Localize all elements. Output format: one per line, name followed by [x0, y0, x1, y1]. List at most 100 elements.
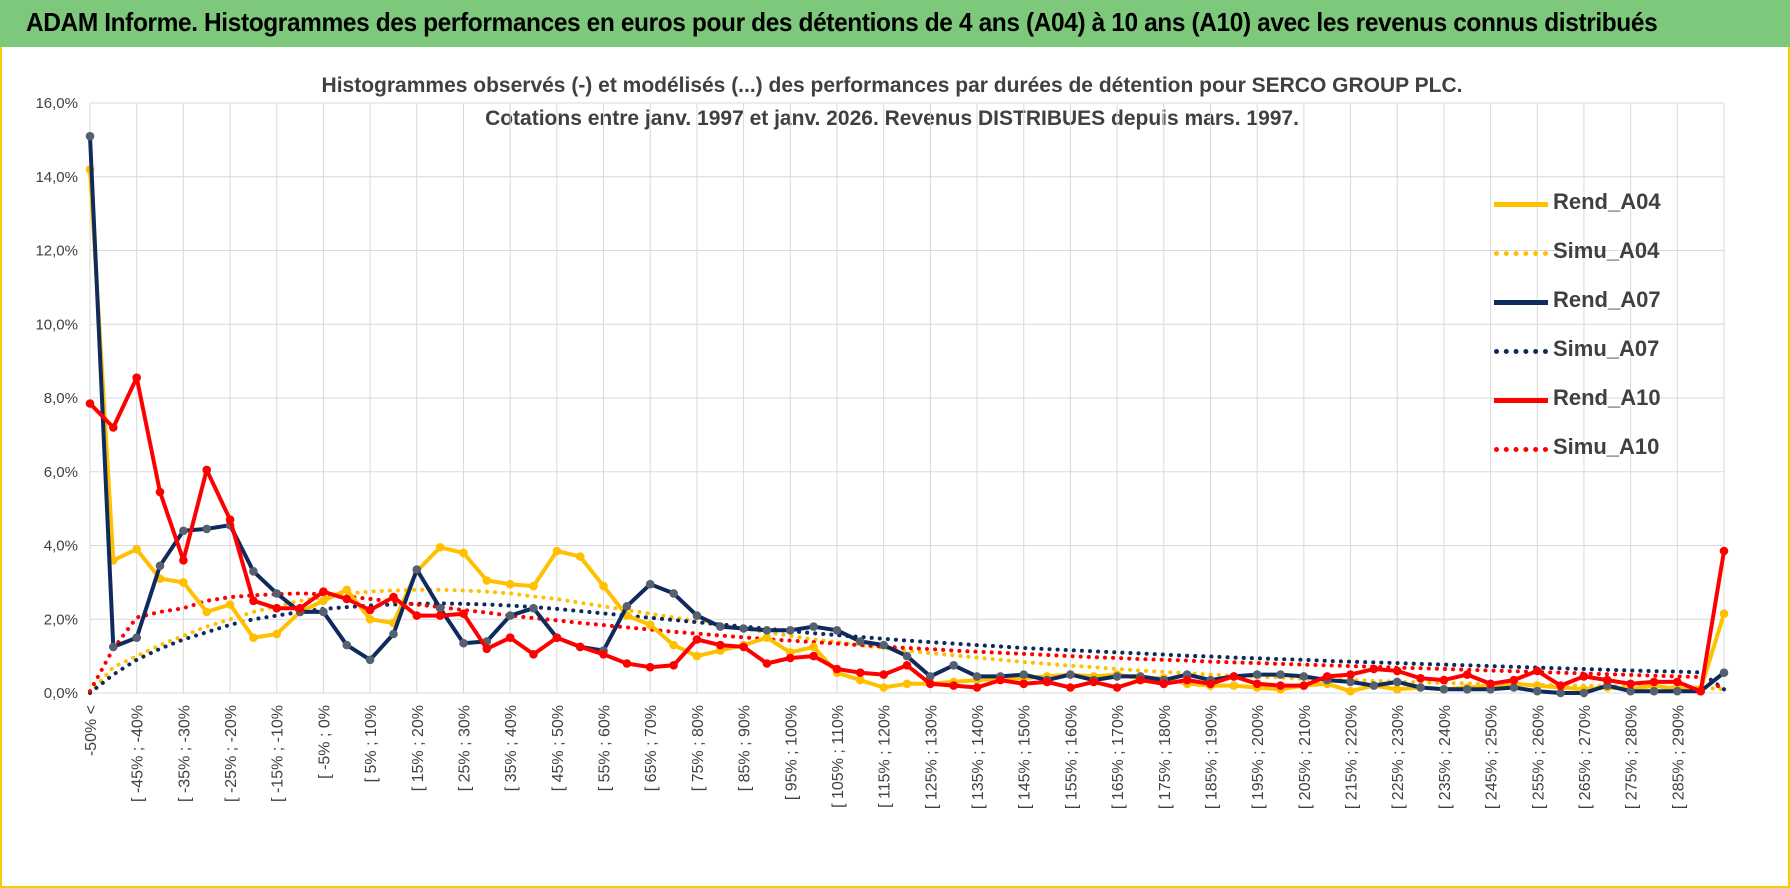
data-point — [692, 611, 702, 620]
data-point — [622, 659, 632, 668]
x-tick-label: [ 75% ; 80% — [690, 705, 707, 791]
data-point — [1276, 681, 1285, 690]
data-point — [692, 651, 702, 661]
data-point — [1626, 679, 1635, 689]
chart-svg: 0,0% 2,0% 4,0% 6,0% 8,0% 10,0% 12,0% 14,0% 16,0%… — [35, 95, 1729, 809]
data-point — [856, 637, 865, 646]
data-point — [459, 548, 468, 558]
data-point — [505, 579, 515, 589]
x-tick-label: [ 5% ; 10% — [363, 705, 380, 782]
data-point — [1579, 672, 1589, 681]
data-point — [1486, 679, 1495, 689]
x-tick-label: -50% < — [83, 705, 100, 756]
data-point — [1346, 686, 1355, 696]
data-point — [482, 644, 492, 654]
data-point — [109, 423, 118, 432]
data-point — [1416, 683, 1425, 692]
data-point — [459, 609, 468, 618]
data-point — [669, 589, 678, 598]
data-point — [529, 603, 538, 613]
data-point — [716, 640, 725, 650]
banner-title: ADAM Informe. Histogrammes des performan… — [26, 7, 1658, 37]
data-point — [1369, 664, 1379, 674]
chart-subtitle: Cotations entre janv. 1997 et janv. 2026… — [485, 107, 1299, 130]
series-Rend_A10 — [85, 373, 1729, 696]
data-point — [739, 624, 748, 633]
data-point — [179, 556, 188, 565]
data-point — [272, 603, 282, 613]
data-point — [926, 672, 935, 681]
data-point — [1392, 666, 1402, 676]
legend-swatch — [1494, 300, 1548, 305]
data-point — [1416, 674, 1425, 683]
legend-label: Simu_A07 — [1553, 336, 1660, 361]
data-point — [809, 622, 818, 631]
data-point — [1112, 672, 1122, 681]
data-point — [856, 675, 865, 685]
data-point — [692, 635, 702, 644]
data-point — [1719, 668, 1729, 677]
x-tick-label: [ 255% ; 260% — [1530, 705, 1547, 809]
y-tick-label: 2,0% — [44, 611, 78, 628]
data-point — [482, 576, 492, 585]
legend-label: Simu_A04 — [1553, 238, 1660, 263]
data-point — [599, 650, 608, 659]
data-point — [1579, 688, 1589, 698]
data-point — [879, 640, 888, 650]
x-tick-label: [ -45% ; -40% — [130, 705, 147, 802]
data-point — [972, 672, 982, 681]
data-point — [1533, 666, 1542, 676]
x-tick-label: [ 245% ; 250% — [1484, 705, 1501, 809]
legend-item-Simu_A10: Simu_A10 — [1494, 425, 1694, 474]
data-point — [1556, 681, 1565, 690]
x-tick-label: [ 115% ; 120% — [877, 705, 894, 808]
data-point — [272, 589, 282, 598]
x-tick-label: [ 35% ; 40% — [503, 705, 520, 791]
data-point — [1322, 672, 1332, 681]
series-line — [88, 136, 1726, 695]
x-tick-label: [ 65% ; 70% — [643, 705, 660, 791]
data-point — [249, 596, 258, 606]
data-point — [412, 611, 422, 620]
x-tick-label: [ 265% ; 270% — [1577, 705, 1594, 809]
legend-item-Rend_A10: Rend_A10 — [1494, 376, 1694, 425]
data-point — [365, 605, 375, 615]
data-point — [1439, 675, 1449, 685]
legend-label: Rend_A04 — [1553, 189, 1661, 214]
x-tick-label: [ 155% ; 160% — [1063, 705, 1080, 809]
data-point — [1462, 670, 1472, 679]
data-point — [1159, 679, 1169, 689]
x-tick-label: [ 55% ; 60% — [597, 705, 614, 791]
data-point — [412, 565, 422, 574]
data-point — [132, 373, 141, 383]
data-point — [1019, 670, 1028, 679]
data-point — [1369, 681, 1379, 690]
data-point — [505, 611, 515, 620]
data-point — [809, 642, 818, 652]
series-Simu_A10 — [88, 591, 1726, 694]
data-point — [1533, 686, 1542, 696]
legend-swatch — [1494, 202, 1548, 207]
data-point — [1066, 683, 1075, 692]
data-point — [1439, 685, 1449, 694]
data-point — [552, 546, 562, 556]
data-point — [202, 607, 211, 617]
data-point — [295, 603, 305, 613]
data-point — [389, 592, 398, 602]
x-tick-label: [ 175% ; 180% — [1157, 705, 1174, 809]
data-point — [529, 650, 538, 659]
y-tick-label: 0,0% — [44, 685, 78, 702]
series-Rend_A04 — [85, 165, 1729, 696]
data-point — [1556, 688, 1565, 698]
legend: Rend_A04 Simu_A04 Rend_A07 Simu_A07 Rend_A10… — [1494, 180, 1694, 474]
data-point — [575, 642, 585, 652]
data-point — [1112, 683, 1122, 692]
legend-item-Rend_A07: Rend_A07 — [1494, 278, 1694, 327]
legend-swatch — [1494, 251, 1548, 256]
x-tick-label: [ 185% ; 190% — [1203, 705, 1220, 809]
x-tick-label: [ 195% ; 200% — [1250, 705, 1267, 809]
data-point — [1276, 670, 1285, 679]
data-point — [902, 661, 912, 670]
data-point — [319, 607, 328, 617]
grid-layer — [89, 102, 1725, 694]
